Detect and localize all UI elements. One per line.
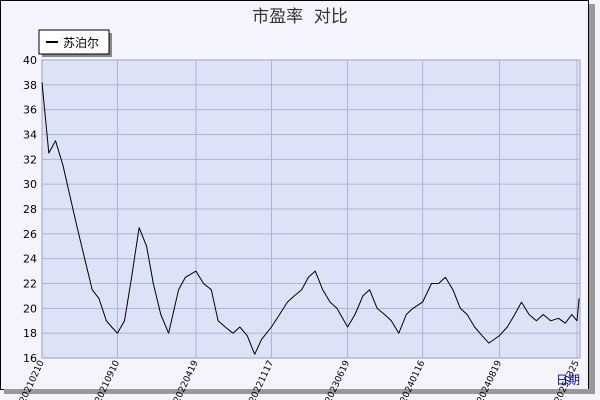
y-tick-label: 34 — [23, 129, 37, 142]
y-tick-label: 38 — [23, 79, 37, 92]
y-tick-label: 22 — [23, 278, 37, 291]
y-tick-label: 40 — [23, 54, 37, 67]
y-tick-label: 18 — [23, 327, 37, 340]
x-axis-label: 日期 — [556, 373, 580, 387]
y-tick-label: 32 — [23, 153, 37, 166]
y-tick-label: 20 — [23, 302, 37, 315]
series-line — [41, 82, 580, 355]
y-tick-label: 28 — [23, 203, 37, 216]
chart-shadow-right — [589, 4, 595, 394]
legend: 苏泊尔 — [38, 29, 112, 57]
legend-label: 苏泊尔 — [63, 35, 99, 50]
chart-title: 市盈率 对比 — [252, 7, 348, 27]
grid-lines — [42, 60, 580, 358]
y-tick-label: 26 — [23, 228, 37, 241]
y-tick-label: 24 — [23, 253, 37, 266]
y-axis: 16 18 20 22 24 26 28 30 32 34 36 38 40 — [23, 54, 37, 365]
series-lines — [41, 82, 580, 355]
y-tick-label: 30 — [23, 178, 37, 191]
y-tick-label: 16 — [23, 352, 37, 365]
chart-shadow-bottom — [4, 389, 595, 394]
y-tick-label: 36 — [23, 104, 37, 117]
